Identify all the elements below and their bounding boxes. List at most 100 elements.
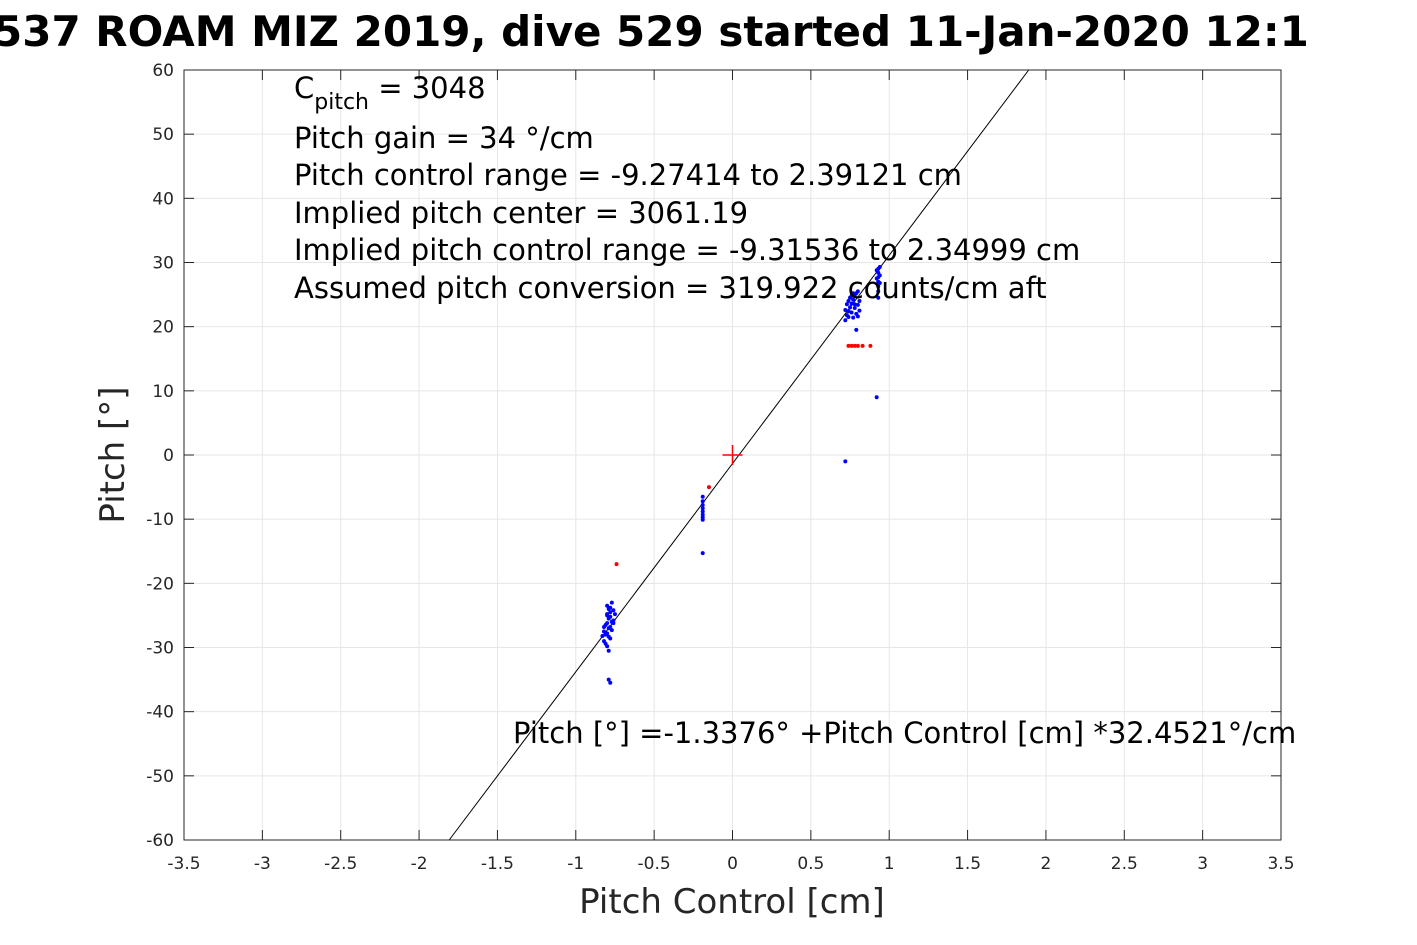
- center-marker-group: [722, 445, 743, 465]
- annotation-implied-pitch-center: Implied pitch center = 3061.19: [294, 196, 748, 230]
- data-point-blue: [855, 289, 860, 294]
- data-point-blue: [855, 314, 860, 319]
- annotation-block: Cpitch = 3048 Pitch gain = 34 °/cm Pitch…: [294, 71, 1080, 305]
- annotation-pitch-gain: Pitch gain = 34 °/cm: [294, 121, 594, 155]
- x-tick-label: 1: [884, 854, 895, 874]
- x-tick-label: 3.5: [1267, 854, 1294, 874]
- x-tick-label: -2: [411, 854, 428, 874]
- data-point-blue: [605, 612, 610, 617]
- data-point-blue: [848, 305, 853, 310]
- x-tick-label: 0.5: [797, 854, 824, 874]
- chart-title: 537 ROAM MIZ 2019, dive 529 started 11-J…: [0, 7, 1309, 56]
- x-tick-label: -3.5: [167, 854, 200, 874]
- data-point-blue: [851, 315, 856, 320]
- data-point-blue: [857, 308, 862, 313]
- data-point-blue: [611, 621, 616, 626]
- x-tick-label: 0: [727, 854, 738, 874]
- x-tick-label: -0.5: [638, 854, 671, 874]
- x-tick-label: 2: [1041, 854, 1052, 874]
- fit-equation: Pitch [°] =-1.3376° +Pitch Control [cm] …: [513, 716, 1296, 750]
- annotation-implied-control-range: Implied pitch control range = -9.31536 t…: [294, 233, 1080, 267]
- data-point-blue: [611, 608, 616, 613]
- data-point-blue: [846, 315, 851, 320]
- data-points: [600, 264, 882, 685]
- data-point-blue: [700, 494, 705, 499]
- data-point-blue: [849, 310, 854, 315]
- data-point-blue: [843, 459, 848, 464]
- x-tick-label: 2.5: [1111, 854, 1138, 874]
- data-point-blue: [877, 281, 882, 286]
- data-point-blue: [700, 517, 705, 522]
- data-point-blue: [601, 624, 606, 629]
- x-tick-label: -1: [567, 854, 584, 874]
- data-point-blue: [851, 297, 856, 302]
- y-tick-label: 30: [152, 254, 174, 274]
- y-tick-label: 20: [152, 318, 174, 338]
- y-tick-label: 50: [152, 125, 174, 145]
- data-point-blue: [874, 276, 879, 281]
- data-point-blue: [601, 629, 606, 634]
- y-tick-label: -30: [146, 639, 174, 659]
- data-point-blue: [876, 284, 881, 289]
- annotation-pitch-control-range: Pitch control range = -9.27414 to 2.3912…: [294, 158, 962, 192]
- y-axis-label: Pitch [°]: [93, 386, 133, 523]
- data-point-blue: [876, 289, 881, 294]
- y-tick-label: -10: [146, 510, 174, 530]
- data-point-blue: [609, 628, 614, 633]
- data-point-blue: [877, 273, 882, 278]
- data-point-blue: [605, 603, 610, 608]
- x-axis-ticks: -3.5 -3 -2.5 -2 -1.5 -1 -0.5 0 0.5 1 1.5 2 2.5 3 3.5: [167, 70, 1295, 874]
- data-point-blue: [700, 509, 705, 514]
- data-point-blue: [600, 633, 605, 638]
- data-point-blue: [874, 395, 879, 400]
- annotation-cpitch-base: C: [294, 71, 314, 105]
- data-point-blue: [605, 621, 610, 626]
- annotation-pitch-conversion: Assumed pitch conversion = 319.922 count…: [294, 271, 1047, 305]
- data-point-blue: [700, 499, 705, 504]
- data-point-blue: [857, 299, 862, 303]
- y-tick-label: 10: [152, 382, 174, 402]
- data-point-blue: [605, 644, 610, 649]
- data-point-blue: [608, 610, 613, 615]
- data-point-blue: [846, 299, 851, 303]
- data-point-red: [849, 343, 854, 348]
- annotation-cpitch: Cpitch = 3048: [294, 71, 486, 115]
- data-point-red: [868, 343, 873, 348]
- data-point-blue: [606, 648, 611, 653]
- data-point-blue: [608, 680, 613, 685]
- data-point-blue: [855, 302, 860, 307]
- data-point-blue: [876, 295, 881, 300]
- data-point-blue: [874, 268, 879, 273]
- y-tick-label: 0: [163, 446, 174, 466]
- data-point-red: [852, 343, 857, 348]
- y-tick-label: -40: [146, 703, 174, 723]
- data-point-blue: [700, 506, 705, 511]
- x-tick-label: 3: [1197, 854, 1208, 874]
- x-axis-label: Pitch Control [cm]: [579, 882, 885, 922]
- y-tick-label: -60: [146, 831, 174, 851]
- data-point-blue: [608, 605, 613, 610]
- data-point-blue: [849, 293, 854, 298]
- data-point-blue: [608, 624, 613, 629]
- y-tick-label: -20: [146, 574, 174, 594]
- data-point-blue: [612, 612, 617, 617]
- x-tick-label: -1.5: [481, 854, 514, 874]
- data-point-blue: [700, 503, 705, 508]
- data-point-blue: [605, 631, 610, 636]
- data-point-blue: [608, 614, 613, 619]
- data-point-blue: [849, 301, 854, 306]
- data-point-blue: [852, 302, 857, 307]
- data-point-red: [860, 343, 865, 348]
- data-point-blue: [700, 551, 705, 556]
- annotation-cpitch-sub: pitch: [314, 90, 369, 115]
- data-point-blue: [843, 318, 848, 323]
- data-point-blue: [844, 302, 849, 307]
- annotation-cpitch-value: = 3048: [369, 71, 486, 105]
- x-tick-label: -2.5: [324, 854, 357, 874]
- data-point-blue: [843, 307, 848, 312]
- data-point-blue: [846, 309, 851, 314]
- data-point-red: [846, 343, 851, 348]
- y-tick-label: 60: [152, 61, 174, 81]
- x-tick-label: 1.5: [954, 854, 981, 874]
